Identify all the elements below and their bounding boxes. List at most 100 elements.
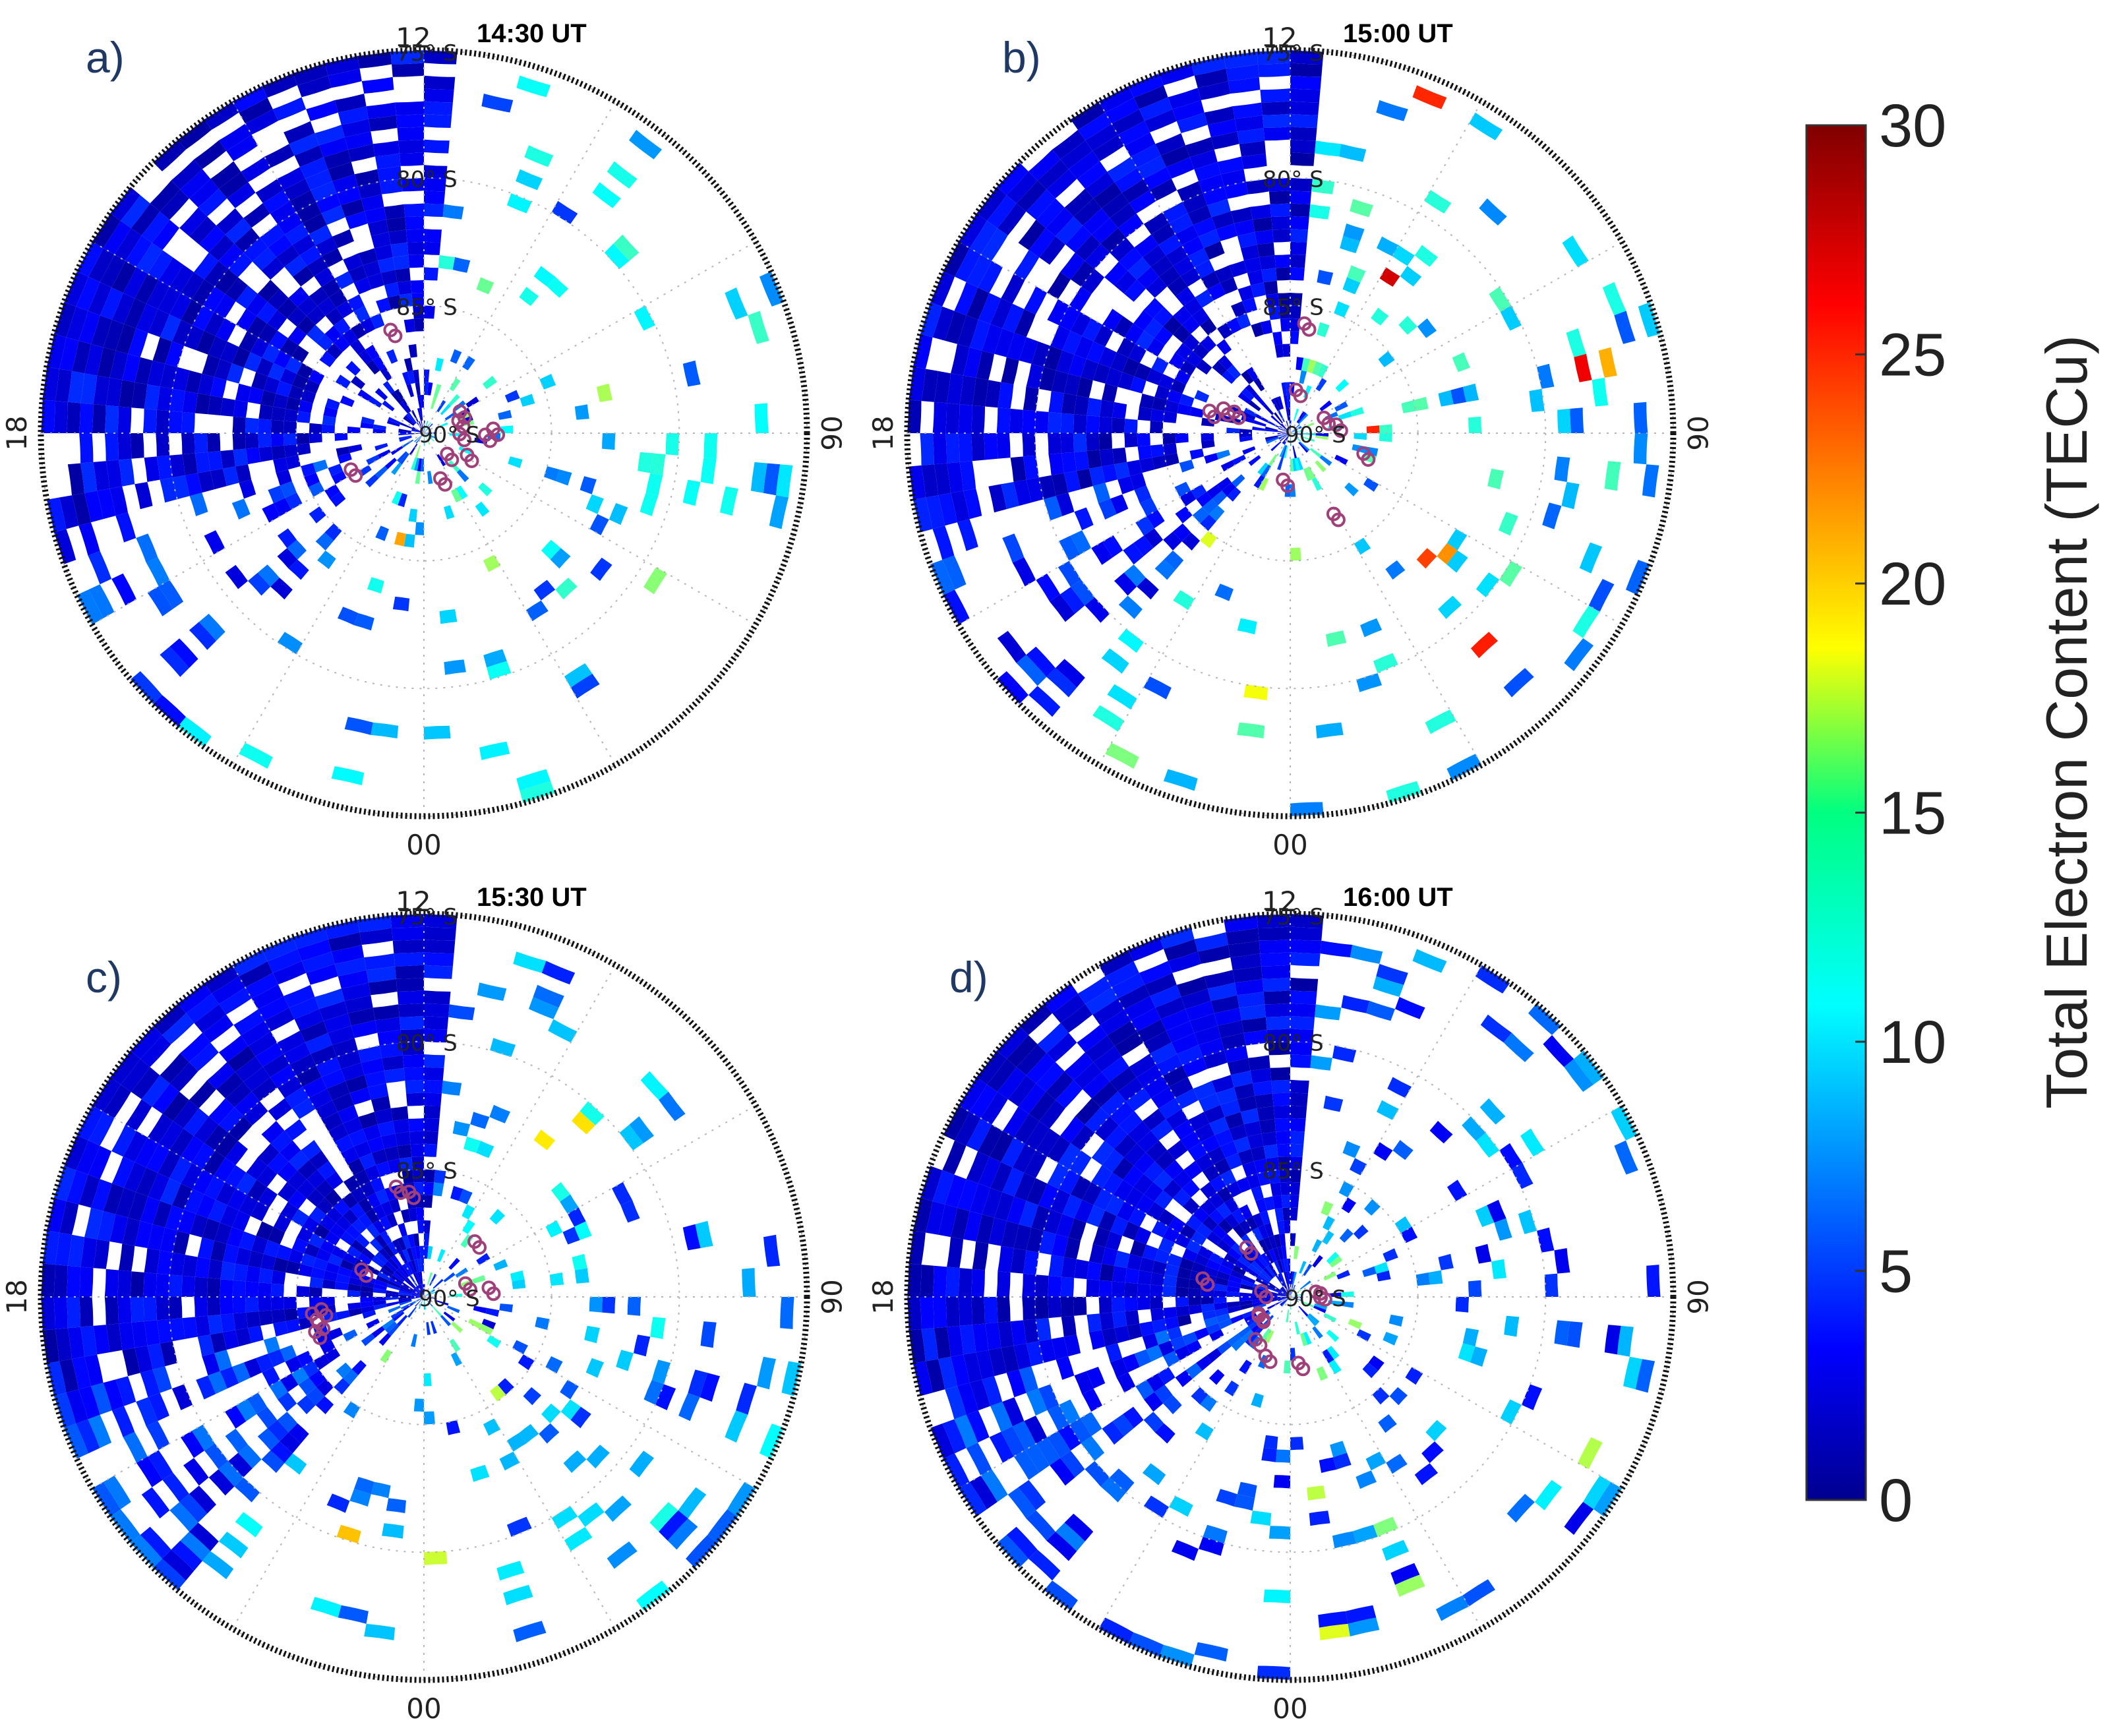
tec-cell — [328, 1327, 343, 1340]
tec-cell — [1290, 427, 1302, 433]
tec-cell — [1074, 451, 1089, 471]
tec-cell — [218, 1035, 249, 1062]
station-markers — [1202, 316, 1376, 527]
tec-cell — [194, 253, 219, 280]
tec-cell — [377, 257, 396, 273]
tec-cell — [1179, 460, 1195, 473]
tec-cell — [1258, 1239, 1269, 1253]
tec-cell — [1303, 467, 1312, 481]
tec-cell — [88, 1414, 112, 1449]
tec-cell — [1160, 145, 1190, 167]
tec-cell — [297, 1395, 316, 1414]
tec-cell — [1006, 1034, 1038, 1067]
tec-cell — [1218, 1218, 1233, 1234]
tec-cell — [1154, 385, 1170, 400]
tec-cell — [424, 229, 442, 243]
station-marker — [1256, 1312, 1271, 1327]
tec-cell — [396, 977, 424, 992]
tec-cell — [196, 330, 216, 355]
tec-cell — [1266, 293, 1280, 308]
tec-cell — [1224, 1197, 1239, 1214]
tec-cell — [1286, 407, 1290, 421]
tec-cell — [1224, 1253, 1238, 1265]
tec-cell — [1614, 1140, 1638, 1175]
tec-cell — [1284, 1271, 1288, 1285]
tec-cell — [1023, 386, 1039, 411]
tec-cell — [1446, 754, 1482, 781]
tec-cell — [1154, 1190, 1173, 1209]
tec-cell — [258, 1297, 272, 1311]
tec-cell — [1258, 477, 1269, 491]
tec-cell — [146, 557, 170, 587]
tec-cell — [277, 1392, 297, 1412]
tec-cell — [585, 494, 604, 514]
tec-cell — [1152, 396, 1167, 411]
tec-cell — [1259, 1272, 1271, 1282]
tec-cell — [342, 1192, 358, 1209]
tec-cell — [551, 200, 578, 224]
tec-cell — [1139, 961, 1173, 985]
tec-cell — [942, 1419, 967, 1454]
tec-cell — [988, 1348, 1007, 1377]
tec-cell — [1026, 189, 1056, 220]
tec-cell — [1018, 1083, 1046, 1114]
tec-cell — [220, 1279, 233, 1297]
tec-cell — [140, 1034, 171, 1067]
tec-cell — [1543, 1034, 1574, 1067]
tec-cell — [1264, 1222, 1274, 1237]
tec-cell — [323, 1270, 338, 1282]
tec-cell — [1321, 1201, 1334, 1216]
tec-cell — [1554, 456, 1570, 482]
tec-cell — [1278, 1156, 1290, 1170]
tec-cell — [413, 369, 420, 383]
tec-cell — [972, 377, 989, 407]
tec-cell — [489, 1104, 510, 1123]
tec-cell — [1150, 223, 1176, 245]
tec-cell — [1085, 123, 1118, 151]
tec-cell — [476, 1253, 491, 1265]
tec-cell — [1386, 781, 1421, 804]
tec-cell — [1060, 253, 1085, 280]
tec-cell — [1279, 1233, 1286, 1247]
tec-cell — [1226, 317, 1242, 334]
tec-cell — [424, 1195, 433, 1208]
tec-cell — [1092, 705, 1125, 732]
tec-cell — [345, 1224, 361, 1240]
tec-cell — [156, 1273, 170, 1297]
tec-cell — [366, 1193, 381, 1209]
tec-cell — [1468, 416, 1482, 433]
tec-cell — [1208, 1369, 1225, 1385]
tec-cell — [1013, 1343, 1032, 1370]
tec-cell — [1234, 219, 1255, 236]
tec-cell — [398, 429, 411, 433]
tec-cell — [210, 468, 227, 490]
tec-cell — [1177, 1314, 1192, 1327]
tec-cell — [1091, 1141, 1114, 1166]
tec-cell — [945, 311, 967, 344]
tec-cell — [67, 463, 84, 496]
tec-cell — [1164, 453, 1179, 467]
tec-cell — [424, 241, 441, 255]
tec-cell — [316, 1379, 334, 1396]
tec-cell — [1142, 245, 1166, 267]
tec-cell — [976, 350, 994, 380]
tec-cell — [1166, 389, 1183, 404]
latitude-label: 75° S — [1263, 904, 1324, 930]
tec-cell — [371, 1095, 391, 1112]
tec-cell — [1273, 1234, 1282, 1248]
tec-cell — [1261, 1252, 1271, 1266]
tec-cell — [111, 1156, 135, 1188]
tec-cell — [925, 1201, 945, 1235]
tec-cell — [288, 1249, 304, 1264]
tec-cell — [1002, 303, 1025, 333]
tec-cell — [1114, 167, 1144, 193]
tec-cell — [1204, 106, 1235, 125]
tec-cell — [1436, 1595, 1470, 1621]
tec-cell — [244, 1358, 262, 1378]
tec-cell — [1251, 1392, 1264, 1408]
tec-cell — [1243, 407, 1257, 417]
tec-cell — [313, 1223, 330, 1240]
tec-cell — [1301, 357, 1311, 372]
tec-cell — [1150, 1307, 1165, 1321]
